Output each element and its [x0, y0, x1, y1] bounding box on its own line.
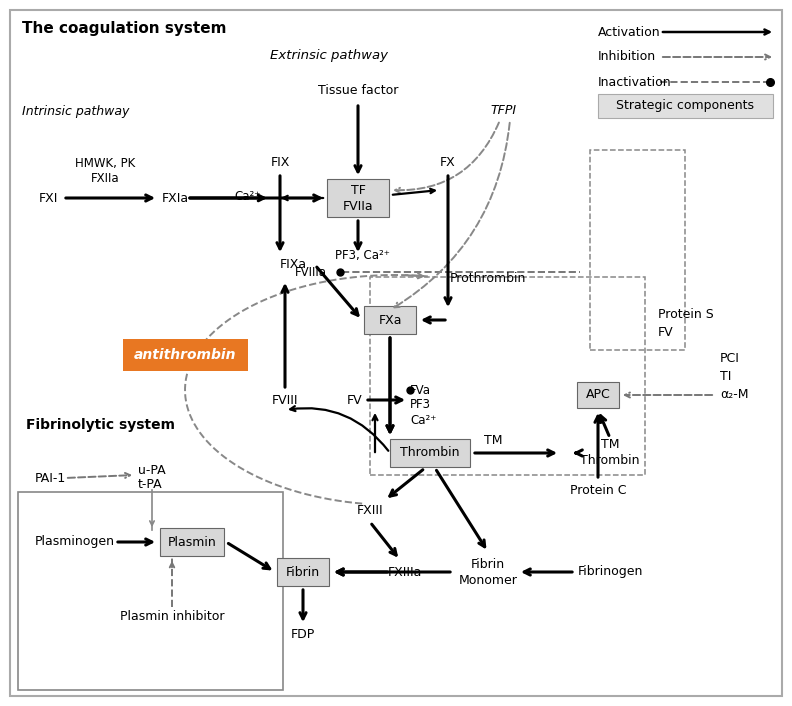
Text: FXIIIa: FXIIIa [388, 566, 422, 578]
FancyBboxPatch shape [327, 179, 389, 217]
FancyBboxPatch shape [160, 528, 224, 556]
Text: Activation: Activation [598, 25, 661, 39]
FancyBboxPatch shape [390, 439, 470, 467]
FancyBboxPatch shape [277, 558, 329, 586]
Text: TFPI: TFPI [490, 104, 516, 116]
Text: The coagulation system: The coagulation system [22, 20, 227, 35]
Text: Strategic components: Strategic components [616, 100, 754, 112]
Text: TF
FVIIa: TF FVIIa [343, 184, 373, 213]
Text: PAI-1: PAI-1 [35, 472, 67, 484]
Text: FV: FV [347, 393, 363, 407]
Text: PF3: PF3 [410, 398, 431, 412]
Text: Tissue factor: Tissue factor [318, 83, 398, 97]
FancyBboxPatch shape [598, 94, 773, 118]
Text: FXIIa: FXIIa [91, 172, 120, 184]
Text: PCI: PCI [720, 352, 740, 364]
Text: α₂-M: α₂-M [720, 388, 748, 400]
Text: FV: FV [658, 325, 674, 338]
Text: Fibrinogen: Fibrinogen [577, 566, 642, 578]
Text: TM: TM [484, 433, 502, 446]
Text: Protein C: Protein C [569, 484, 626, 496]
Text: FXIa: FXIa [162, 191, 188, 205]
Text: Extrinsic pathway: Extrinsic pathway [270, 49, 388, 61]
Text: Plasmin: Plasmin [168, 535, 216, 549]
Text: Inhibition: Inhibition [598, 51, 656, 64]
Text: HMWK, PK: HMWK, PK [75, 157, 135, 169]
Text: FXI: FXI [38, 191, 58, 205]
Text: Plasmin inhibitor: Plasmin inhibitor [120, 611, 224, 623]
Text: FX: FX [440, 157, 456, 169]
Text: Inactivation: Inactivation [598, 76, 672, 88]
Text: Monomer: Monomer [459, 573, 517, 587]
Text: FXIII: FXIII [356, 503, 383, 517]
Text: Prothrombin: Prothrombin [450, 272, 527, 285]
Text: u-PA: u-PA [138, 464, 166, 477]
Text: Protein S: Protein S [658, 309, 714, 321]
FancyBboxPatch shape [123, 339, 247, 371]
Text: Fibrin: Fibrin [286, 566, 320, 578]
FancyBboxPatch shape [577, 382, 619, 408]
Text: Fibrin: Fibrin [471, 558, 505, 570]
Text: FVIII: FVIII [272, 393, 299, 407]
Text: Ca²⁺: Ca²⁺ [234, 189, 261, 203]
Text: t-PA: t-PA [138, 479, 162, 491]
Text: FVIIIa: FVIIIa [295, 265, 327, 278]
Text: TI: TI [720, 369, 731, 383]
Text: FIXa: FIXa [280, 258, 307, 272]
Text: Ca²⁺: Ca²⁺ [410, 414, 436, 426]
Text: Thrombin: Thrombin [581, 453, 640, 467]
Text: APC: APC [585, 388, 611, 402]
Text: FIX: FIX [270, 157, 290, 169]
Text: antithrombin: antithrombin [134, 348, 236, 362]
Text: Intrinsic pathway: Intrinsic pathway [22, 105, 129, 119]
Text: Plasminogen: Plasminogen [35, 535, 115, 549]
Text: TM: TM [601, 438, 619, 452]
Text: FDP: FDP [291, 628, 315, 642]
FancyBboxPatch shape [364, 306, 416, 334]
FancyBboxPatch shape [18, 492, 283, 690]
Text: Fibrinolytic system: Fibrinolytic system [25, 418, 174, 432]
Text: FXa: FXa [379, 313, 402, 326]
Text: FVa: FVa [410, 383, 431, 397]
FancyBboxPatch shape [10, 10, 782, 696]
Text: PF3, Ca²⁺: PF3, Ca²⁺ [335, 249, 390, 261]
Text: Thrombin: Thrombin [400, 446, 459, 460]
